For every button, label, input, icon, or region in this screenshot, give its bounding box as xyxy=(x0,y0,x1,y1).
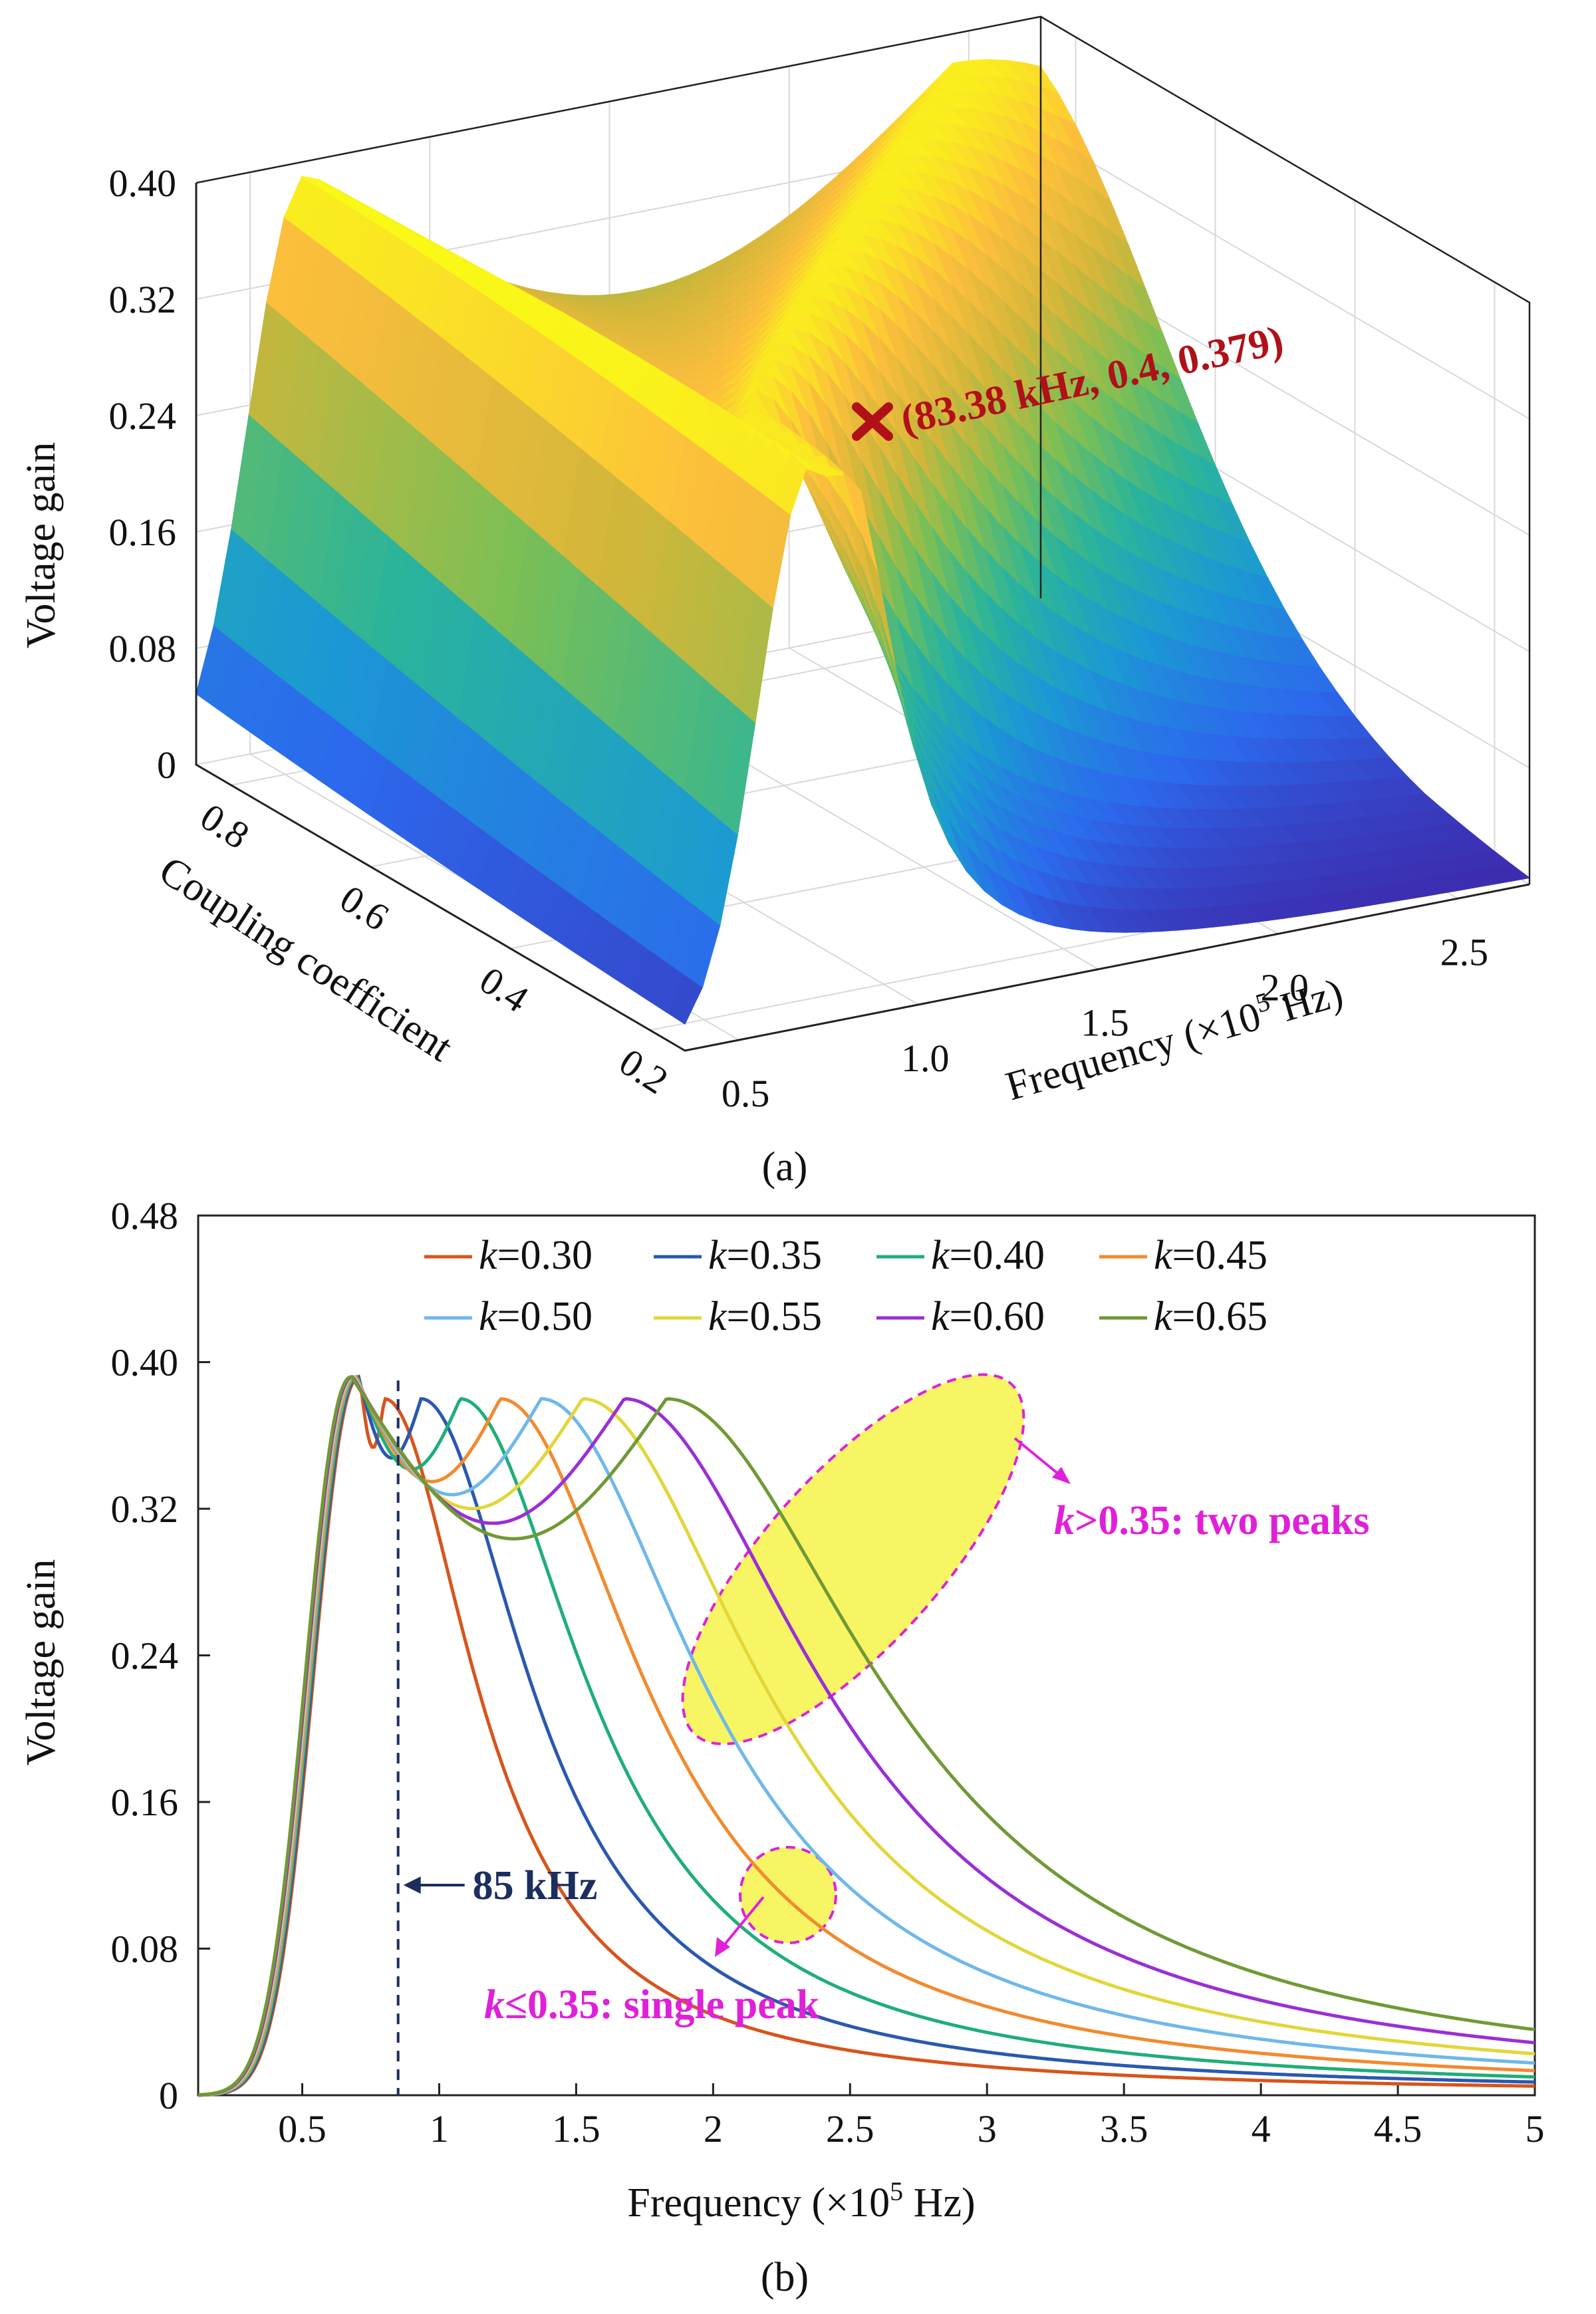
x-tick-label: 5 xyxy=(1526,2107,1545,2150)
reference-label: 85 kHz xyxy=(473,1863,598,1908)
f-tick-label: 1.5 xyxy=(1081,1001,1129,1045)
single-peak-annotation: k≤0.35: single peak xyxy=(484,1896,820,2027)
f-tick-label: 2.0 xyxy=(1260,965,1309,1009)
y-tick-label: 0.24 xyxy=(111,1634,179,1678)
x-tick-label: 3.5 xyxy=(1100,2107,1148,2150)
surface-patch xyxy=(1493,864,1531,882)
x-tick-label: 1.5 xyxy=(552,2107,600,2150)
legend-label: k=0.60 xyxy=(931,1294,1045,1339)
legend-label: k=0.30 xyxy=(479,1233,593,1278)
legend-item: k=0.65 xyxy=(1099,1294,1267,1339)
x-tick-label: 1 xyxy=(430,2107,449,2150)
line-panel: 0.5 1 1.5 2 2.5 3 3.5 4 4.5 5 0 0.08 0.16 0.24 0.32 0.4… xyxy=(19,1194,1545,2300)
x-tick-label: 2 xyxy=(704,2107,723,2150)
gain-curves xyxy=(198,1374,1535,2097)
y-tick-label: 0.16 xyxy=(111,1781,179,1824)
two-peaks-region xyxy=(681,1373,1025,1745)
svg-text:k≤0.35: single peak: k≤0.35: single peak xyxy=(484,1982,820,2027)
z-tick-label: 0.08 xyxy=(109,627,177,670)
z-axis-label: Voltage gain xyxy=(19,442,64,649)
f-tick-label: 2.5 xyxy=(1440,930,1489,973)
x-tick-label: 4.5 xyxy=(1374,2107,1422,2150)
max-gain-marker xyxy=(852,402,893,441)
y-tick-label: 0 xyxy=(159,2074,178,2117)
x-tick-label: 0.5 xyxy=(278,2107,327,2150)
f-tick-label: 0.5 xyxy=(722,1072,770,1115)
y-tick-label: 0.40 xyxy=(111,1341,179,1384)
legend-label: k=0.40 xyxy=(931,1233,1045,1278)
legend-item: k=0.45 xyxy=(1099,1233,1267,1278)
k-axis-label: Coupling coefficient xyxy=(151,848,460,1071)
x-tick-label: 4 xyxy=(1252,2107,1271,2150)
y-axis-label: Voltage gain xyxy=(19,1559,64,1766)
surface-tick-labels: 0 0.08 0.16 0.24 0.32 0.40 0.8 0.6 0.4 0.2 0.5 1.0 1… xyxy=(109,162,1489,1115)
y-tick-label: 0.32 xyxy=(111,1487,179,1531)
series-line-k0.35 xyxy=(198,1374,1535,2097)
panel-a-label: (a) xyxy=(762,1144,808,1190)
k-tick-label: 0.8 xyxy=(193,795,257,857)
line-ticks: 0.5 1 1.5 2 2.5 3 3.5 4 4.5 5 0 0.08 0.16 0.24 0.32 0.4… xyxy=(111,1194,1545,2150)
legend-label: k=0.65 xyxy=(1154,1294,1267,1339)
svg-text:k>0.35: two peaks: k>0.35: two peaks xyxy=(1054,1498,1370,1543)
legend-item: k=0.50 xyxy=(424,1294,593,1339)
legend-item: k=0.55 xyxy=(654,1294,822,1339)
legend-label: k=0.50 xyxy=(479,1294,593,1339)
gain-surface xyxy=(196,59,1531,1025)
f-axis-label: Frequency (×105 Hz) xyxy=(999,966,1347,1109)
x-tick-label: 2.5 xyxy=(826,2107,874,2150)
z-tick-label: 0.32 xyxy=(109,278,177,321)
reference-line-85khz: 85 kHz xyxy=(396,1380,598,2095)
highlight-ellipses xyxy=(681,1373,1025,1944)
surface-box-edges xyxy=(196,15,1531,884)
legend-item: k=0.40 xyxy=(876,1233,1045,1278)
panel-b-label: (b) xyxy=(761,2255,809,2300)
series-line-k0.65 xyxy=(198,1375,1535,2097)
legend-item: k=0.35 xyxy=(654,1233,822,1278)
legend-item: k=0.30 xyxy=(424,1233,593,1278)
two-peaks-annotation: k>0.35: two peaks xyxy=(1013,1437,1370,1543)
y-tick-label: 0.08 xyxy=(111,1928,179,1971)
z-tick-label: 0.24 xyxy=(109,394,177,438)
k-tick-label: 0.4 xyxy=(472,958,536,1021)
legend-label: k=0.35 xyxy=(708,1233,822,1278)
z-tick-label: 0 xyxy=(157,743,176,787)
z-tick-label: 0.16 xyxy=(109,511,177,554)
surface-panel: 0 0.08 0.16 0.24 0.32 0.40 0.8 0.6 0.4 0.2 0.5 1.0 1… xyxy=(19,15,1531,1190)
x-tick-label: 3 xyxy=(978,2107,997,2150)
series-line-k0.40 xyxy=(198,1374,1535,2097)
z-tick-label: 0.40 xyxy=(109,162,177,205)
f-tick-label: 1.0 xyxy=(901,1037,950,1080)
series-line-k0.30 xyxy=(198,1374,1535,2097)
legend: k=0.30 k=0.35 k=0.40 k=0.45 k=0.50 k=0.55 k=0.… xyxy=(424,1233,1267,1339)
k-tick-label: 0.6 xyxy=(332,876,396,939)
surface-axes xyxy=(195,15,1531,1052)
k-tick-label: 0.2 xyxy=(612,1040,676,1102)
legend-label: k=0.45 xyxy=(1154,1233,1267,1278)
y-tick-label: 0.48 xyxy=(111,1194,179,1237)
reference-arrowhead xyxy=(403,1876,421,1894)
x-axis-label: Frequency (×105 Hz) xyxy=(627,2176,975,2226)
legend-label: k=0.55 xyxy=(708,1294,822,1339)
surface-axis-lines xyxy=(195,183,1530,1052)
legend-item: k=0.60 xyxy=(876,1294,1045,1339)
